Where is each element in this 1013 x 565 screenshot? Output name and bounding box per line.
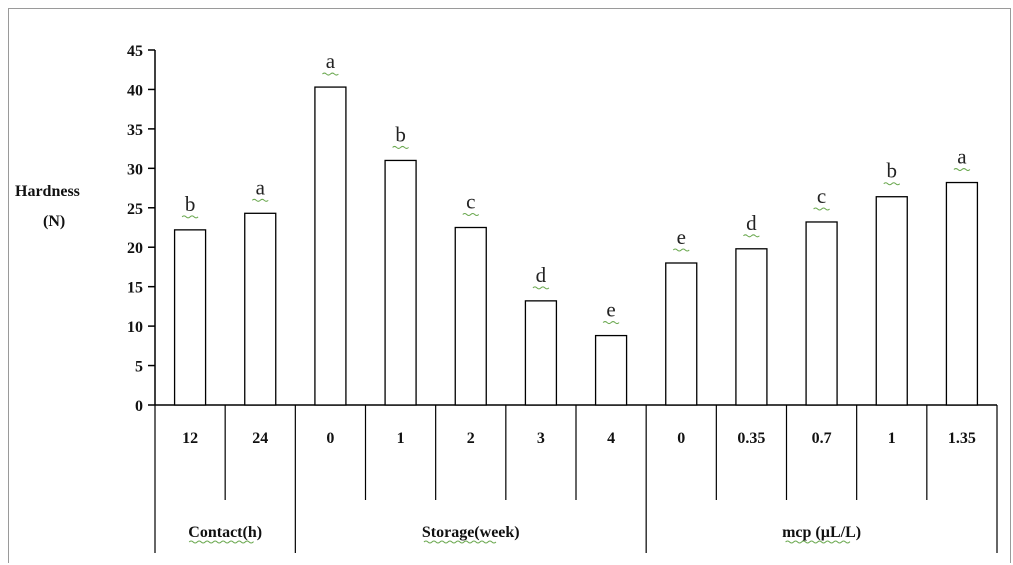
y-axis-label-line-1: (N) — [43, 213, 65, 230]
significance-letter-10: b — [887, 159, 898, 183]
significance-letter-0: b — [185, 192, 196, 216]
spellcheck-underline — [462, 213, 480, 216]
group-labels: Contact(h) Storage(week) mcp (µL/L) — [188, 524, 861, 544]
category-label-5: 3 — [537, 430, 545, 447]
significance-letters: b a a b c d e e d c b a — [181, 49, 971, 325]
bar-6 — [594, 334, 628, 406]
category-label-1: 24 — [252, 430, 268, 447]
significance-letter-8: d — [746, 211, 757, 235]
y-axis-label: Hardness (N) — [15, 183, 80, 230]
spellcheck-underline — [953, 168, 971, 172]
category-label-9: 0.7 — [812, 430, 832, 447]
group-label-1: Storage(week) — [422, 524, 520, 541]
significance-letter-2: a — [326, 49, 336, 73]
y-tick-label: 20 — [127, 240, 143, 257]
spellcheck-underline — [251, 198, 269, 202]
category-label-11: 1.35 — [948, 430, 976, 447]
spellcheck-underline — [743, 234, 760, 238]
chart-frame — [8, 8, 1011, 563]
bar-3 — [384, 159, 417, 406]
bar-2 — [314, 86, 347, 406]
spellcheck-underline — [813, 207, 830, 211]
category-label-8: 0.35 — [737, 430, 765, 447]
significance-letter-5: d — [536, 263, 547, 287]
group-label-2: mcp (µL/L) — [782, 524, 861, 541]
category-labels: 12 24 0 1 2 3 4 0 0.35 0.7 1 1.35 — [182, 430, 976, 447]
bar-9 — [805, 221, 838, 406]
category-label-3: 1 — [397, 430, 405, 447]
category-label-4: 2 — [467, 430, 475, 447]
category-label-6: 4 — [607, 430, 615, 447]
spellcheck-underline — [181, 215, 199, 219]
bar-10 — [875, 196, 908, 406]
spellcheck-underline — [785, 540, 858, 544]
bar-8 — [735, 248, 768, 406]
bar-1 — [244, 212, 277, 406]
category-label-7: 0 — [677, 430, 685, 447]
category-label-10: 1 — [888, 430, 896, 447]
spellcheck-underline — [423, 540, 497, 544]
category-label-0: 12 — [182, 430, 198, 447]
spellcheck-underline — [672, 248, 690, 252]
y-tick-label: 15 — [127, 280, 143, 297]
significance-letter-4: c — [466, 190, 475, 214]
bar-0 — [173, 229, 207, 406]
spellcheck-underline — [883, 182, 901, 186]
bar-4 — [454, 226, 487, 406]
category-label-2: 0 — [326, 430, 334, 447]
spellcheck-underline — [322, 72, 339, 76]
y-tick-label: 35 — [127, 122, 143, 139]
group-label-0: Contact(h) — [188, 524, 262, 541]
spellcheck-underline — [532, 286, 550, 290]
significance-letter-1: a — [256, 175, 266, 199]
y-axis-label-line-0: Hardness — [15, 183, 80, 200]
y-tick-label: 10 — [127, 319, 143, 336]
bar-7 — [665, 262, 698, 406]
y-tick-label: 25 — [127, 201, 143, 218]
significance-letter-9: c — [817, 184, 826, 208]
spellcheck-underline — [602, 321, 620, 325]
y-tick-label: 5 — [135, 359, 143, 376]
axes — [154, 50, 997, 406]
y-tick-label: 0 — [135, 398, 143, 415]
y-tick-label: 40 — [127, 82, 143, 99]
y-tick-label: 45 — [127, 43, 143, 60]
y-tick-labels: 0 5 10 15 20 25 30 35 40 45 — [127, 43, 155, 415]
significance-letter-7: e — [677, 225, 686, 249]
bars — [173, 86, 979, 406]
y-tick-label: 30 — [127, 161, 143, 178]
spellcheck-underline — [188, 540, 262, 544]
category-table — [154, 405, 998, 553]
bar-5 — [524, 300, 558, 406]
bar-11 — [945, 181, 979, 406]
significance-letter-3: b — [395, 122, 406, 146]
spellcheck-underline — [392, 145, 409, 149]
significance-letter-6: e — [606, 298, 615, 322]
significance-letter-11: a — [957, 145, 967, 169]
